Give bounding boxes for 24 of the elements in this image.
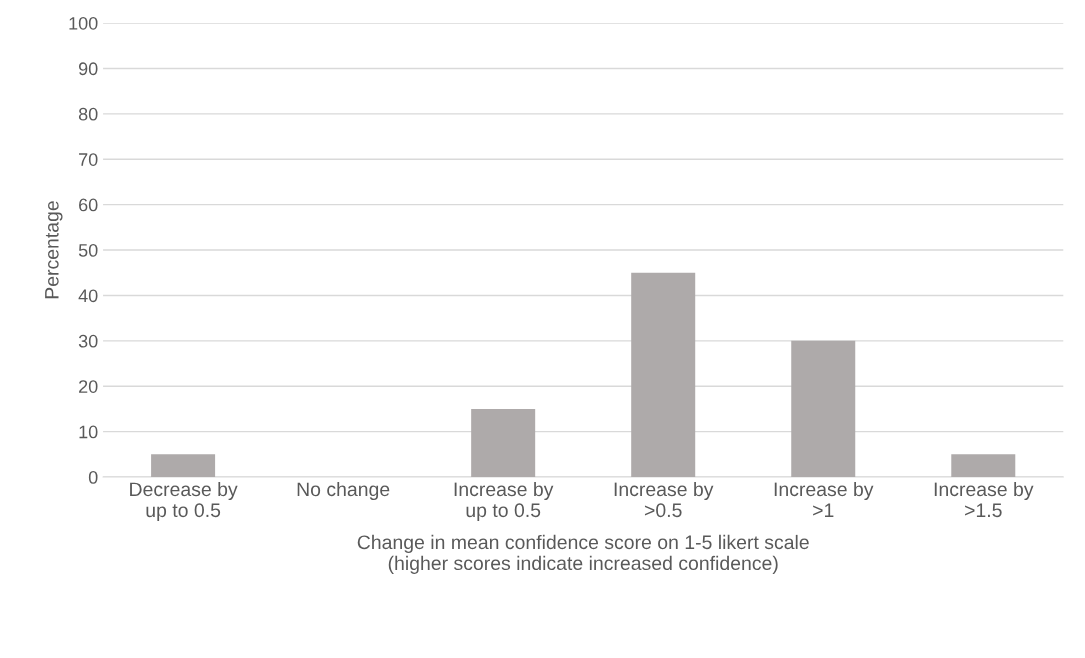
x-axis-title: Change in mean confidence score on 1-5 likert scale (higher scores indicate increased confidence) — [357, 534, 809, 574]
bar — [631, 272, 696, 478]
y-tick-label: 0 — [88, 470, 98, 484]
y-tick-label: 60 — [79, 198, 98, 212]
y-tick-label: 90 — [78, 62, 98, 76]
x-tick-label: Increase by >1.5 — [934, 481, 1034, 518]
y-tick-label: 80 — [78, 107, 98, 121]
bar — [951, 454, 1016, 478]
y-axis-title: Percentage — [45, 201, 63, 299]
y-tick-label: 70 — [79, 153, 98, 166]
x-tick-label: Increase by up to 0.5 — [454, 481, 554, 521]
y-tick-label: 30 — [78, 334, 98, 348]
y-tick-label: 100 — [69, 16, 98, 30]
y-tick-label: 10 — [79, 425, 98, 439]
bar — [471, 408, 536, 478]
bar — [151, 454, 216, 478]
x-tick-label: Increase by >0.5 — [614, 481, 714, 518]
y-tick-label: 20 — [79, 380, 98, 393]
x-tick-label: Increase by >1 — [774, 481, 874, 517]
x-tick-label: Decrease by up to 0.5 — [130, 481, 238, 521]
bar — [791, 340, 856, 478]
y-tick-label: 40 — [78, 289, 98, 303]
y-tick-label: 50 — [78, 243, 98, 257]
x-tick-label: No change — [297, 481, 390, 501]
